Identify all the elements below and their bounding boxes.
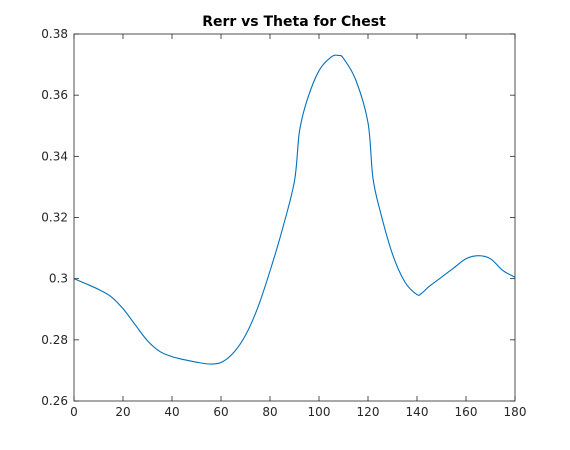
x-tick-label: 40 xyxy=(164,405,179,419)
x-tick-label: 140 xyxy=(406,405,429,419)
x-tick-label: 0 xyxy=(70,405,78,419)
chart-title: Rerr vs Theta for Chest xyxy=(202,14,386,30)
y-tick-label: 0.32 xyxy=(41,211,68,225)
x-tick-label: 180 xyxy=(504,405,527,419)
plot-area xyxy=(74,34,515,401)
x-tick-label: 20 xyxy=(115,405,130,419)
x-tick-label: 120 xyxy=(357,405,380,419)
y-tick-label: 0.28 xyxy=(41,333,68,347)
y-tick-label: 0.36 xyxy=(41,88,68,102)
y-tick-label: 0.3 xyxy=(49,272,68,286)
y-tick-label: 0.38 xyxy=(41,27,68,41)
x-tick-label: 60 xyxy=(213,405,228,419)
y-tick-label: 0.26 xyxy=(41,394,68,408)
tick-layer: 0 20 40 60 80 100 120 140 160 180 0.26 0.28 0.3 0.32 0… xyxy=(41,27,526,419)
plot-box xyxy=(73,33,516,402)
x-tick-label: 80 xyxy=(262,405,277,419)
x-tick-label: 100 xyxy=(308,405,331,419)
x-tick-label: 160 xyxy=(455,405,478,419)
y-tick-label: 0.34 xyxy=(41,149,68,163)
series-line xyxy=(73,54,516,365)
series-layer xyxy=(73,54,516,365)
